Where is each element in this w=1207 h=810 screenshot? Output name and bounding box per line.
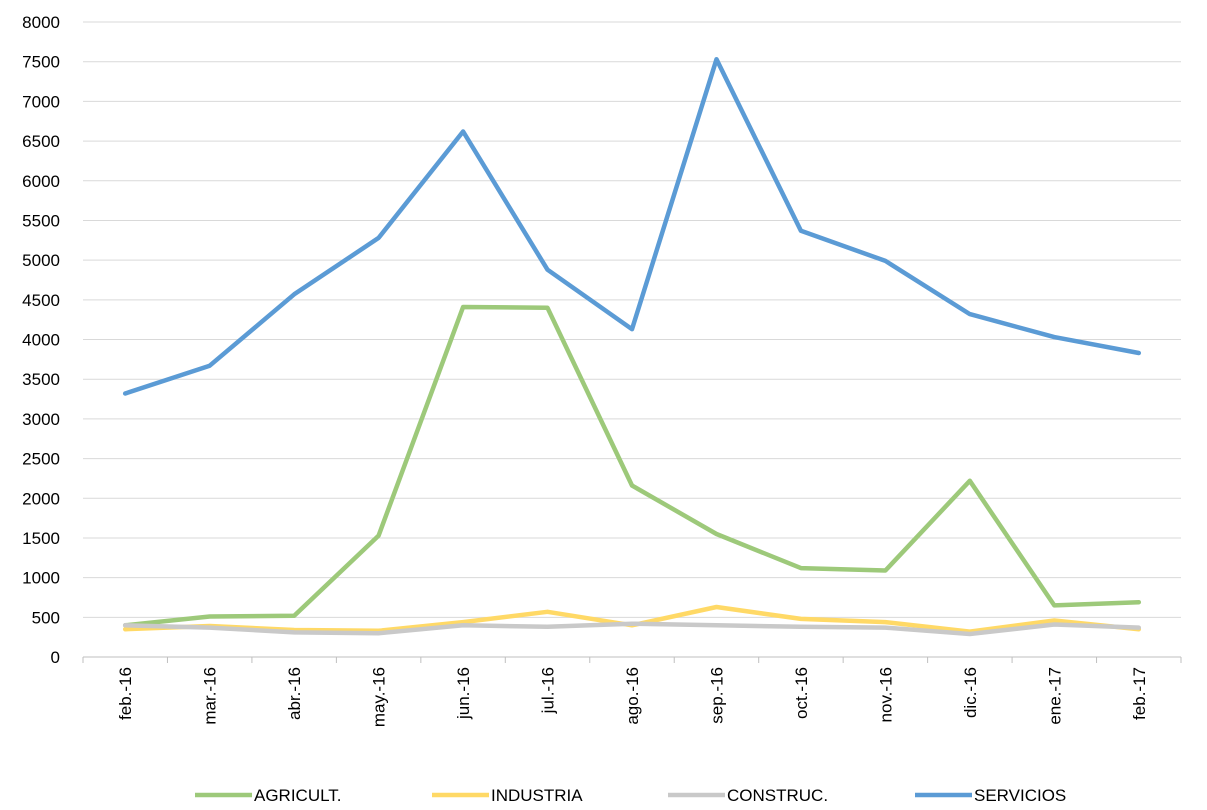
- x-tick-label: dic.-16: [961, 667, 980, 718]
- series-line-agricult: [122, 304, 1142, 628]
- y-tick-label: 8000: [22, 13, 60, 32]
- y-tick-label: 6000: [22, 172, 60, 191]
- y-tick-label: 2000: [22, 489, 60, 508]
- x-tick-label: jun.-16: [454, 667, 473, 720]
- legend-label: AGRICULT.: [254, 786, 342, 805]
- legend: AGRICULT. INDUSTRIA CONSTRUC. SERVICIOS: [195, 786, 1066, 805]
- x-tick-label: nov.-16: [876, 667, 895, 722]
- y-tick-label: 500: [32, 608, 60, 627]
- legend-item-agricult: AGRICULT.: [195, 786, 342, 805]
- y-tick-label: 0: [51, 648, 60, 667]
- y-tick-label: 2500: [22, 450, 60, 469]
- x-tick-label: ene.-17: [1045, 667, 1064, 725]
- x-tick-label: mar.-16: [201, 667, 220, 725]
- series-lines: [122, 57, 1142, 637]
- x-tick-label: abr.-16: [285, 667, 304, 720]
- y-tick-label: 7500: [22, 53, 60, 72]
- y-tick-label: 5500: [22, 211, 60, 230]
- x-axis: feb.-16 mar.-16 abr.-16 may.-16 jun.-16 jul.-…: [82, 656, 1182, 727]
- y-tick-label: 1500: [22, 529, 60, 548]
- y-tick-label: 7000: [22, 92, 60, 111]
- gridlines: [83, 21, 1181, 618]
- x-tick-label: oct.-16: [792, 667, 811, 719]
- x-tick-label: feb.-17: [1130, 667, 1149, 720]
- x-tick-label: may.-16: [370, 667, 389, 727]
- legend-label: CONSTRUC.: [727, 786, 828, 805]
- y-tick-label: 4500: [22, 291, 60, 310]
- series-line-servicios: [122, 57, 1142, 396]
- series-line-industria: [122, 604, 1142, 634]
- legend-label: SERVICIOS: [974, 786, 1066, 805]
- x-tick-label: feb.-16: [116, 667, 135, 720]
- y-axis: 0 500 1000 1500 2000 2500 3000 3500 4000 4500 5000…: [22, 13, 60, 667]
- legend-item-servicios: SERVICIOS: [915, 786, 1066, 805]
- y-tick-label: 5000: [22, 251, 60, 270]
- y-tick-label: 4000: [22, 331, 60, 350]
- x-tick-label: ago.-16: [623, 667, 642, 725]
- y-tick-label: 1000: [22, 569, 60, 588]
- x-tick-label: sep.-16: [707, 667, 726, 724]
- legend-label: INDUSTRIA: [491, 786, 583, 805]
- legend-item-construc: CONSTRUC.: [668, 786, 828, 805]
- y-tick-label: 6500: [22, 132, 60, 151]
- legend-item-industria: INDUSTRIA: [432, 786, 583, 805]
- series-line-construc: [122, 621, 1142, 637]
- x-tick-label: jul.-16: [539, 667, 558, 714]
- y-tick-label: 3000: [22, 410, 60, 429]
- y-tick-label: 3500: [22, 370, 60, 389]
